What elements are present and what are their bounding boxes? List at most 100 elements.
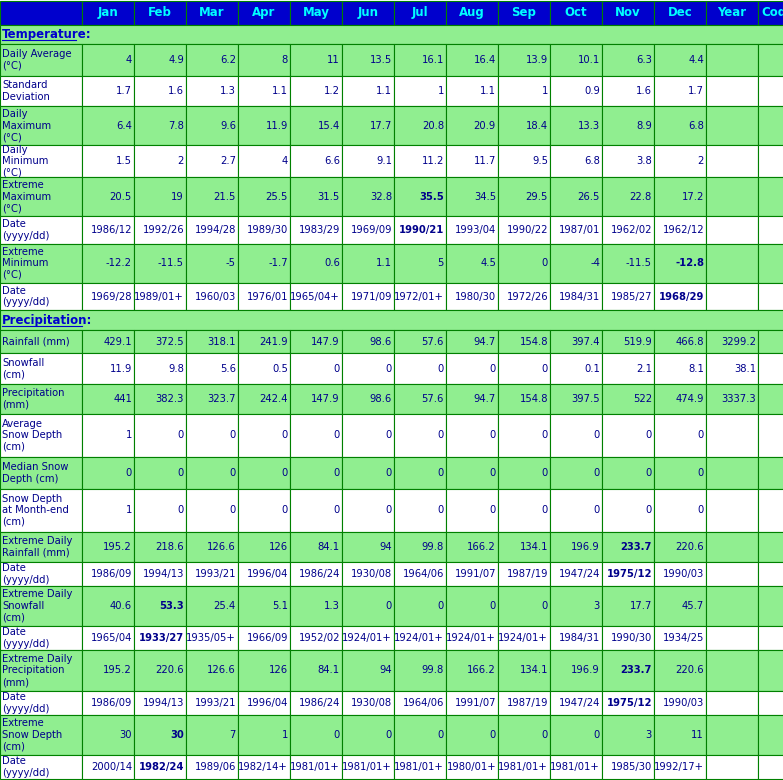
Bar xyxy=(186,76,238,106)
Text: 0: 0 xyxy=(489,430,496,440)
Bar xyxy=(290,1,342,25)
Text: 7.8: 7.8 xyxy=(168,121,184,131)
Bar xyxy=(602,330,654,353)
Text: 1968/29: 1968/29 xyxy=(659,292,704,302)
Bar xyxy=(238,330,290,353)
Text: 1992/17+: 1992/17+ xyxy=(654,762,704,772)
Text: 0: 0 xyxy=(489,505,496,516)
Bar xyxy=(498,755,550,779)
Text: 0: 0 xyxy=(646,468,652,477)
Text: Nov: Nov xyxy=(615,6,640,20)
Bar xyxy=(758,1,783,25)
Bar xyxy=(602,626,654,650)
Bar xyxy=(498,714,550,755)
Text: 1989/30: 1989/30 xyxy=(247,225,288,235)
Text: Extreme
Minimum
(°C): Extreme Minimum (°C) xyxy=(2,246,49,280)
Bar xyxy=(238,562,290,586)
Bar xyxy=(238,586,290,626)
Text: 0: 0 xyxy=(698,505,704,516)
Bar xyxy=(654,145,706,177)
Text: Daily
Maximum
(°C): Daily Maximum (°C) xyxy=(2,109,51,142)
Bar xyxy=(550,755,602,779)
Text: 4.9: 4.9 xyxy=(168,55,184,65)
Bar xyxy=(706,489,758,532)
Text: 1.6: 1.6 xyxy=(168,87,184,96)
Text: 9.8: 9.8 xyxy=(168,363,184,374)
Bar xyxy=(706,44,758,76)
Text: 0: 0 xyxy=(386,468,392,477)
Text: 233.7: 233.7 xyxy=(621,542,652,552)
Text: 1983/29: 1983/29 xyxy=(298,225,340,235)
Text: 11.2: 11.2 xyxy=(421,156,444,166)
Bar xyxy=(706,626,758,650)
Bar xyxy=(550,145,602,177)
Bar xyxy=(0,44,82,76)
Bar xyxy=(550,106,602,145)
Bar xyxy=(0,244,82,282)
Text: Daily
Minimum
(°C): Daily Minimum (°C) xyxy=(2,144,49,178)
Text: 1947/24: 1947/24 xyxy=(558,697,600,707)
Bar xyxy=(550,44,602,76)
Bar xyxy=(186,353,238,384)
Bar xyxy=(82,353,134,384)
Bar xyxy=(238,145,290,177)
Bar xyxy=(394,532,446,562)
Text: 3: 3 xyxy=(594,601,600,611)
Bar xyxy=(134,44,186,76)
Text: 1991/07: 1991/07 xyxy=(454,697,496,707)
Text: 441: 441 xyxy=(113,394,132,403)
Bar xyxy=(82,44,134,76)
Bar xyxy=(134,714,186,755)
Text: 1975/12: 1975/12 xyxy=(607,569,652,579)
Bar xyxy=(290,755,342,779)
Text: 0: 0 xyxy=(229,505,236,516)
Text: Date
(yyyy/dd): Date (yyyy/dd) xyxy=(2,627,49,649)
Bar xyxy=(446,145,498,177)
Text: 57.6: 57.6 xyxy=(421,394,444,403)
Text: 10.1: 10.1 xyxy=(578,55,600,65)
Text: -11.5: -11.5 xyxy=(626,258,652,268)
Bar xyxy=(602,586,654,626)
Bar xyxy=(342,562,394,586)
Text: Code: Code xyxy=(761,6,783,20)
Bar xyxy=(654,44,706,76)
Bar xyxy=(290,384,342,413)
Text: 1990/30: 1990/30 xyxy=(611,633,652,643)
Bar xyxy=(602,353,654,384)
Bar xyxy=(82,106,134,145)
Bar xyxy=(654,489,706,532)
Bar xyxy=(758,353,783,384)
Bar xyxy=(706,650,758,691)
Text: 519.9: 519.9 xyxy=(623,337,652,346)
Text: 1994/13: 1994/13 xyxy=(143,569,184,579)
Text: 323.7: 323.7 xyxy=(207,394,236,403)
Text: 1993/21: 1993/21 xyxy=(194,697,236,707)
Text: 11: 11 xyxy=(691,730,704,740)
Text: 0: 0 xyxy=(126,468,132,477)
Bar xyxy=(82,282,134,310)
Bar xyxy=(602,282,654,310)
Text: 126.6: 126.6 xyxy=(207,665,236,675)
Bar xyxy=(706,384,758,413)
Bar xyxy=(498,489,550,532)
Bar xyxy=(758,586,783,626)
Bar xyxy=(498,44,550,76)
Text: Extreme Daily
Precipitation
(mm): Extreme Daily Precipitation (mm) xyxy=(2,654,72,687)
Text: 1930/08: 1930/08 xyxy=(351,697,392,707)
Text: 84.1: 84.1 xyxy=(318,542,340,552)
Bar xyxy=(706,106,758,145)
Text: Feb: Feb xyxy=(148,6,172,20)
Bar xyxy=(446,714,498,755)
Text: 0: 0 xyxy=(229,468,236,477)
Bar xyxy=(758,755,783,779)
Text: 0: 0 xyxy=(542,363,548,374)
Bar xyxy=(82,586,134,626)
Bar xyxy=(290,413,342,456)
Bar xyxy=(498,562,550,586)
Bar xyxy=(706,755,758,779)
Bar xyxy=(238,1,290,25)
Text: 1985/30: 1985/30 xyxy=(611,762,652,772)
Bar xyxy=(498,532,550,562)
Bar xyxy=(290,216,342,244)
Text: 0: 0 xyxy=(542,430,548,440)
